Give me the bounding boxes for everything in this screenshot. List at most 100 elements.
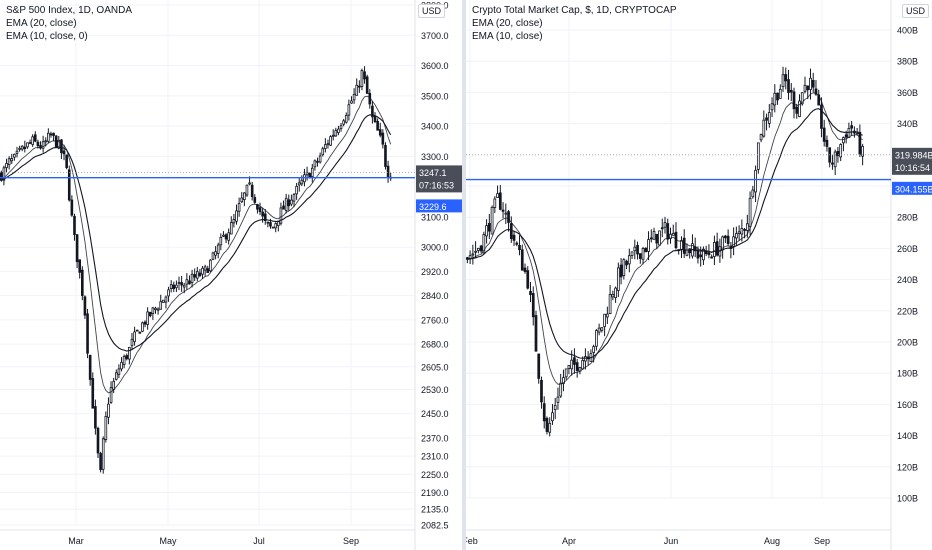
sp500-y-tick-label: 2450.0 xyxy=(421,409,449,419)
crypto-candle-body xyxy=(581,360,585,370)
crypto-candle-body xyxy=(770,103,774,111)
crypto-candle-body xyxy=(526,270,530,289)
sp500-candle-body xyxy=(120,361,123,370)
crypto-candle-body xyxy=(789,89,793,93)
sp500-y-tick-label: 2840.0 xyxy=(421,291,449,301)
crypto-candle-body xyxy=(792,91,796,110)
crypto-candle-body xyxy=(564,368,568,378)
panel-divider[interactable] xyxy=(462,0,466,550)
sp500-y-tick-label: 2920.0 xyxy=(421,267,449,277)
crypto-candle-body xyxy=(798,100,801,117)
sp500-candle-body xyxy=(344,115,348,123)
sp500-candle-body xyxy=(91,378,95,409)
sp500-candle-body xyxy=(94,406,97,429)
sp500-ema20-label[interactable]: EMA (20, close) xyxy=(6,18,77,29)
sp500-candle-body xyxy=(313,160,317,168)
sp500-candle-body xyxy=(5,163,8,169)
sp500-candle-body xyxy=(331,134,335,137)
crypto-candle-body xyxy=(784,74,788,82)
crypto-candle-body xyxy=(611,294,615,298)
sp500-candle-body xyxy=(248,182,251,185)
sp500-currency-badge[interactable]: USD xyxy=(418,4,446,18)
crypto-candle-body xyxy=(603,313,606,327)
sp500-candle-body xyxy=(130,338,134,346)
sp500-y-tick-label: 3300.0 xyxy=(421,152,449,162)
sp500-candle-body xyxy=(146,311,149,325)
sp500-candle-body xyxy=(112,380,115,390)
crypto-candle-body xyxy=(509,223,513,239)
sp500-y-tick-label: 3100.0 xyxy=(421,212,449,222)
crypto-candle-body xyxy=(605,313,609,318)
crypto-candle-body xyxy=(647,239,650,252)
crypto-y-tick-label: 200B xyxy=(897,338,918,348)
sp500-x-tick-label: May xyxy=(159,536,177,546)
crypto-candle-body xyxy=(756,142,760,170)
crypto-price-label-bg xyxy=(892,147,932,175)
sp500-candle-body xyxy=(83,296,87,316)
crypto-candle-body xyxy=(608,294,612,314)
sp500-candle-body xyxy=(44,140,48,143)
crypto-candle-body xyxy=(625,260,628,266)
crypto-candle-body xyxy=(655,233,659,244)
crypto-candle-body xyxy=(715,241,719,256)
sp500-candle-body xyxy=(156,308,160,311)
crypto-candle-body xyxy=(806,85,810,91)
crypto-x-tick-label: Sep xyxy=(814,536,830,546)
sp500-x-tick-label: Sep xyxy=(343,536,359,546)
crypto-ema20-label[interactable]: EMA (20, close) xyxy=(472,18,543,29)
sp500-candle-body xyxy=(352,93,356,101)
crypto-candle-body xyxy=(614,287,617,299)
crypto-candle-body xyxy=(652,231,656,240)
sp500-candle-body xyxy=(57,139,61,149)
sp500-ema20-line xyxy=(1,114,392,352)
sp500-candle-body xyxy=(88,354,92,380)
sp500-candle-body xyxy=(240,197,244,203)
sp500-y-tick-label: 3700.0 xyxy=(421,31,449,41)
sp500-candle-body xyxy=(250,184,254,198)
crypto-candle-body xyxy=(551,412,554,422)
crypto-candle-body xyxy=(745,223,749,231)
sp500-candle-body xyxy=(143,321,147,325)
crypto-title[interactable]: Crypto Total Market Cap, $, 1D, CRYPTOCA… xyxy=(472,5,677,16)
sp500-ema10-label[interactable]: EMA (10, close, 0) xyxy=(6,31,88,42)
crypto-y-tick-label: 400B xyxy=(897,26,918,36)
sp500-candle-body xyxy=(180,282,183,286)
sp500-candle-body xyxy=(318,155,322,163)
crypto-candle-body xyxy=(496,193,499,198)
sp500-candle-body xyxy=(148,311,152,317)
sp500-candle-body xyxy=(214,251,217,256)
crypto-candle-body xyxy=(776,92,779,101)
sp500-candle-body xyxy=(263,213,267,221)
crypto-x-tick-label: Jun xyxy=(664,536,679,546)
crypto-candle-body xyxy=(515,242,519,245)
crypto-candle-body xyxy=(556,396,560,403)
crypto-candle-body xyxy=(600,327,604,331)
crypto-currency-badge[interactable]: USD xyxy=(902,4,930,18)
sp500-candle-body xyxy=(23,146,27,150)
sp500-candle-body xyxy=(216,244,220,254)
sp500-candle-body xyxy=(371,105,374,118)
crypto-candle-body xyxy=(847,128,851,138)
crypto-candle-body xyxy=(485,225,488,237)
sp500-candle-body xyxy=(339,125,343,129)
sp500-chart[interactable]: 3800.03700.03600.03500.03400.03300.03100… xyxy=(0,0,462,550)
crypto-chart-panel[interactable]: 400B380B360B340B300B280B260B240B220B200B… xyxy=(466,0,932,550)
sp500-candle-body xyxy=(169,284,173,289)
sp500-title[interactable]: S&P 500 Index, 1D, OANDA xyxy=(6,5,132,16)
crypto-candle-body xyxy=(660,227,664,230)
crypto-x-tick-label: Feb xyxy=(466,536,478,546)
crypto-ema10-label[interactable]: EMA (10, close) xyxy=(472,31,543,42)
sp500-candle-body xyxy=(219,237,223,246)
sp500-y-tick-label: 3000.0 xyxy=(421,243,449,253)
crypto-chart[interactable]: 400B380B360B340B300B280B260B240B220B200B… xyxy=(466,0,932,550)
crypto-candle-body xyxy=(597,327,601,333)
sp500-candle-body xyxy=(10,158,14,162)
sp500-candle-body xyxy=(329,136,332,146)
crypto-candle-body xyxy=(724,235,727,239)
crypto-candle-body xyxy=(699,254,703,258)
crypto-candle-body xyxy=(545,417,549,432)
sp500-candle-body xyxy=(256,204,259,210)
sp500-chart-panel[interactable]: 3800.03700.03600.03500.03400.03300.03100… xyxy=(0,0,462,550)
sp500-candle-body xyxy=(261,211,264,217)
sp500-support-label-bg xyxy=(416,199,462,213)
